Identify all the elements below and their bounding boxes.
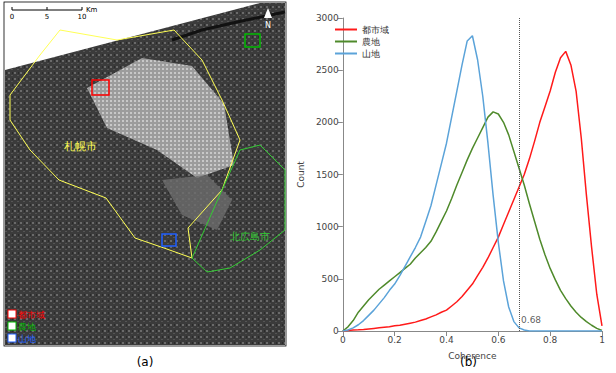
svg-text:500: 500 xyxy=(322,274,339,284)
svg-text:0.8: 0.8 xyxy=(543,335,558,345)
svg-text:0.2: 0.2 xyxy=(387,335,401,345)
svg-text:0: 0 xyxy=(10,13,14,21)
svg-text:山地: 山地 xyxy=(18,334,36,344)
svg-text:Count: Count xyxy=(296,161,306,188)
svg-text:2500: 2500 xyxy=(316,65,339,75)
svg-text:0.6: 0.6 xyxy=(491,335,506,345)
svg-text:山地: 山地 xyxy=(362,49,380,59)
svg-text:Km: Km xyxy=(86,6,98,14)
svg-text:0: 0 xyxy=(333,326,339,336)
svg-text:(b): (b) xyxy=(460,355,477,369)
svg-text:Coherence: Coherence xyxy=(448,350,497,361)
svg-text:3000: 3000 xyxy=(316,13,339,23)
svg-text:0.68: 0.68 xyxy=(521,315,541,325)
svg-text:1000: 1000 xyxy=(316,222,339,232)
svg-text:1: 1 xyxy=(599,335,605,345)
svg-text:北広島市: 北広島市 xyxy=(230,231,270,242)
svg-text:N: N xyxy=(265,21,271,30)
svg-text:都市域: 都市域 xyxy=(362,25,389,35)
svg-text:札幌市: 札幌市 xyxy=(64,140,97,153)
svg-text:(a): (a) xyxy=(137,355,154,369)
svg-text:都市域: 都市域 xyxy=(18,310,45,320)
svg-text:農地: 農地 xyxy=(18,322,36,332)
svg-text:0: 0 xyxy=(340,335,346,345)
svg-text:5: 5 xyxy=(45,13,49,21)
svg-text:1500: 1500 xyxy=(316,170,339,180)
svg-text:農地: 農地 xyxy=(362,37,380,47)
svg-text:10: 10 xyxy=(78,13,87,21)
svg-text:2000: 2000 xyxy=(316,117,339,127)
svg-text:0.4: 0.4 xyxy=(439,335,454,345)
